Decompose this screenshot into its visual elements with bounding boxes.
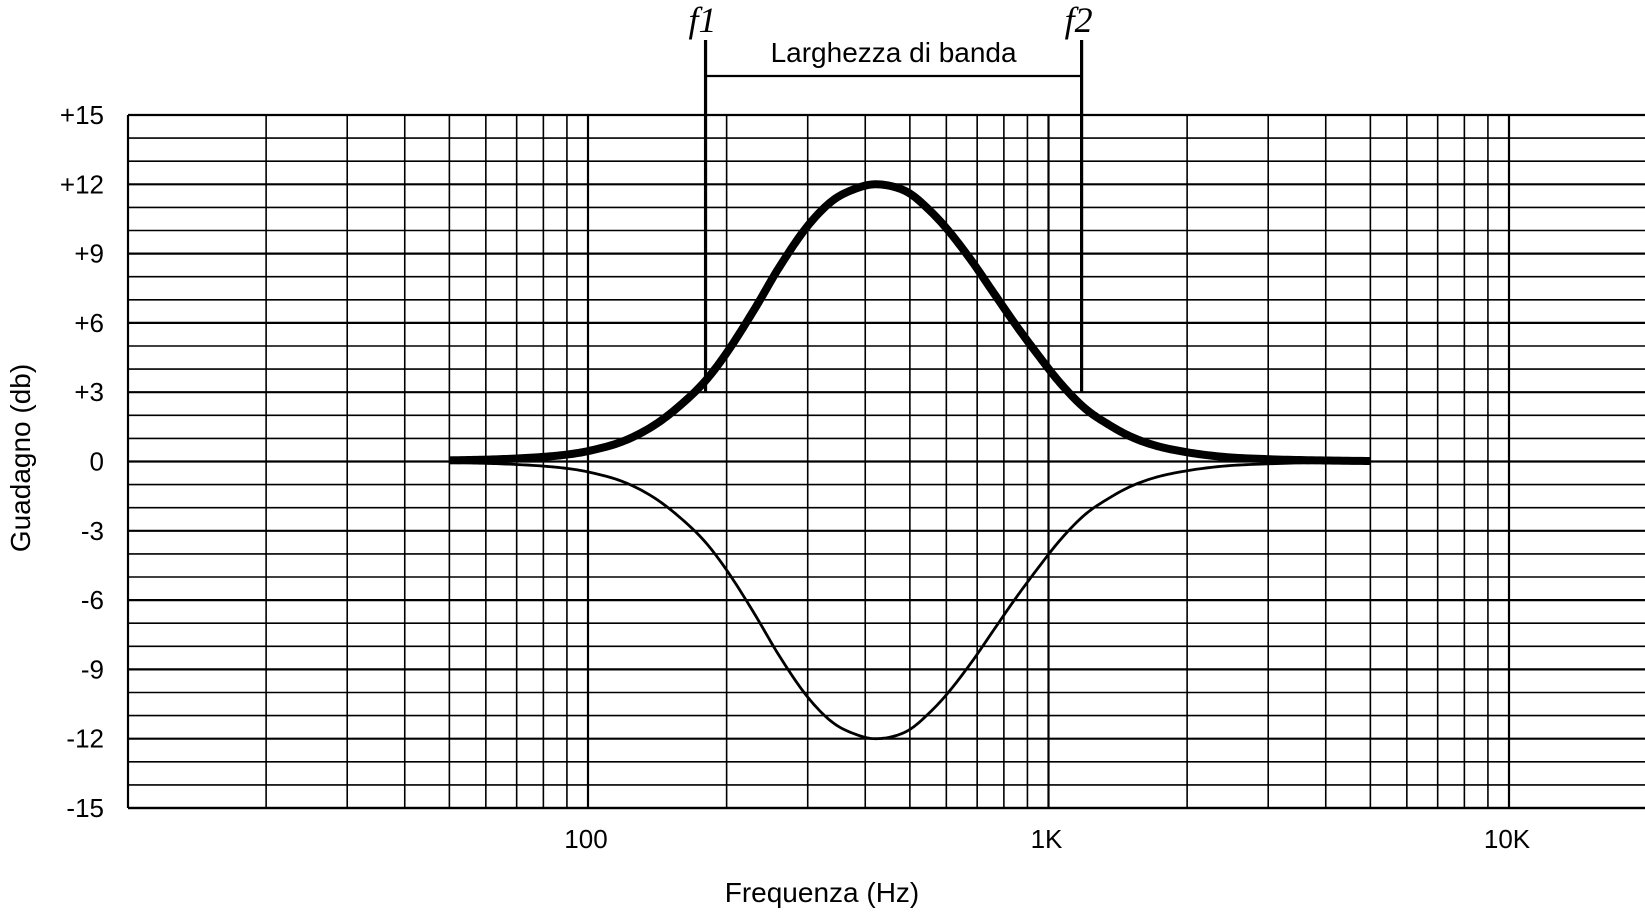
y-tick-label: -6	[81, 585, 104, 615]
y-tick-label: -15	[66, 793, 104, 823]
y-tick-label: +15	[60, 100, 104, 130]
x-tick-label: 1K	[1031, 824, 1063, 854]
y-tick-label: -12	[66, 724, 104, 754]
cut-curve	[449, 460, 1371, 741]
y-tick-label: +3	[74, 377, 104, 407]
y-tick-label: +12	[60, 169, 104, 199]
x-axis-title: Frequenza (Hz)	[725, 877, 920, 908]
y-tick-label: -3	[81, 516, 104, 546]
curves	[448, 180, 1371, 741]
tick-labels: +15 +12 +9 +6 +3 0 -3 -6 -9 -12 -15 100 1K 10K	[60, 100, 1531, 854]
y-tick-label: +9	[74, 239, 104, 269]
x-tick-label: 100	[564, 824, 607, 854]
f2-label: f2	[1065, 0, 1093, 40]
bandwidth-label: Larghezza di banda	[771, 37, 1017, 68]
bandwidth-annotation: f1 f2 Larghezza di banda	[689, 0, 1093, 393]
y-tick-label: 0	[90, 447, 104, 477]
x-tick-label: 10K	[1484, 824, 1531, 854]
boost-curve	[448, 180, 1371, 466]
f1-label: f1	[689, 0, 717, 40]
y-tick-label: +6	[74, 308, 104, 338]
grid	[126, 113, 1645, 810]
y-axis-title: Guadagno (db)	[5, 364, 36, 552]
y-tick-label: -9	[81, 654, 104, 684]
